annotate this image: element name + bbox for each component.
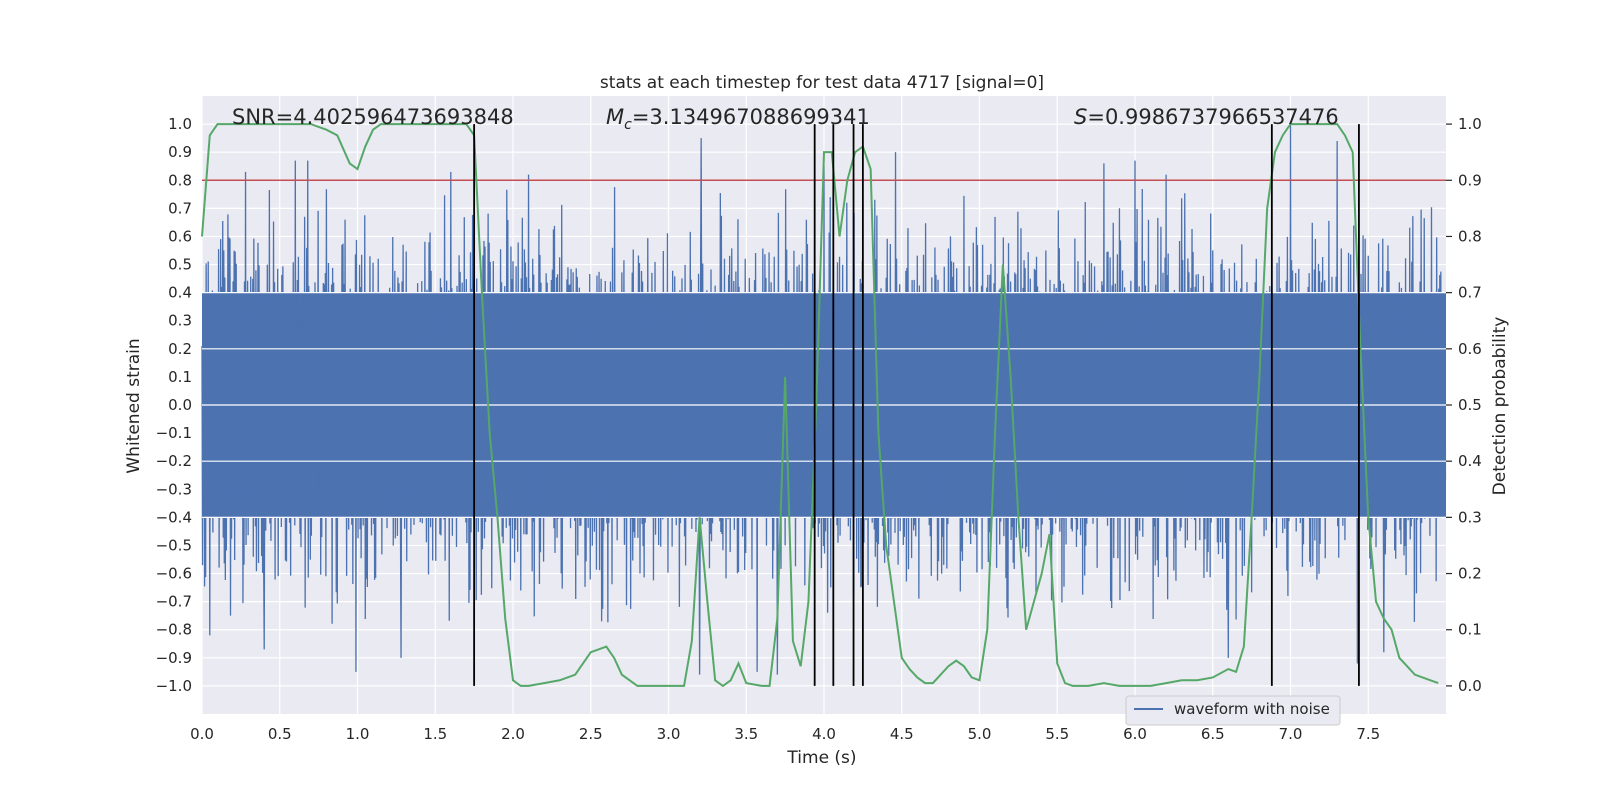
waveform-series [201,124,1447,675]
y-tick-label: −0.2 [156,452,192,470]
x-tick-label: 0.0 [190,725,214,743]
y-tick-label: 0.4 [168,284,192,302]
y-tick-label: 0.1 [168,368,192,386]
y-tick-label: −0.7 [156,593,192,611]
y-axis-label: Whitened strain [124,338,144,473]
y2-axis-ticks: 1.0 0.9 0.8 0.7 0.6 0.5 0.4 0.3 0.2 0.1 0.0 [1446,115,1482,695]
x-tick-label: 3.0 [657,725,681,743]
waveform-line [201,124,1447,675]
y-tick-label: 0.0 [168,396,192,414]
y-tick-label: −0.3 [156,480,192,498]
x-axis-ticks: 0.0 0.5 1.0 1.5 2.0 2.5 3.0 3.5 4.0 4.5 5.0 5.5 6.0 6… [190,725,1380,743]
x-axis-label: Time (s) [786,748,856,768]
y2-tick-label: 1.0 [1458,115,1482,133]
y-tick-label: 1.0 [168,115,192,133]
y2-tick-label: 0.5 [1458,396,1482,414]
y-tick-label: −0.6 [156,565,192,583]
s-annotation: S=0.9986737966537476 [1074,105,1339,129]
y-tick-label: −1.0 [156,677,192,695]
chart-title: stats at each timestep for test data 471… [600,73,1044,93]
y-tick-label: 0.5 [168,256,192,274]
x-tick-label: 1.5 [423,725,447,743]
x-tick-label: 2.5 [579,725,603,743]
y2-tick-label: 0.8 [1458,227,1482,245]
y-tick-label: −0.9 [156,649,192,667]
probability-series [201,123,1439,688]
x-tick-label: 3.5 [734,725,758,743]
y2-tick-label: 0.1 [1458,621,1482,639]
chirp-mass-value: =3.134967088699341 [632,105,870,129]
x-tick-label: 6.0 [1123,725,1147,743]
chirp-mass-annotation: Mc=3.134967088699341 [606,105,870,133]
y2-tick-label: 0.4 [1458,452,1482,470]
legend-box [1125,695,1341,726]
y-tick-label: 0.2 [168,340,192,358]
x-tick-label: 5.0 [968,725,992,743]
snr-annotation: SNR=4.402596473693848 [232,105,514,129]
x-tick-label: 5.5 [1045,725,1069,743]
x-tick-label: 1.0 [346,725,370,743]
legend: waveform with noise [1125,695,1341,726]
y-axis-ticks: 1.0 0.9 0.8 0.7 0.6 0.5 0.4 0.3 0.2 0.1 0.0 −0.1 −0.… [156,115,192,695]
y-tick-label: −0.8 [156,621,192,639]
y2-tick-label: 0.2 [1458,565,1482,583]
y-tick-label: 0.3 [168,312,192,330]
y-tick-label: 0.6 [168,227,192,245]
x-tick-label: 4.5 [890,725,914,743]
y-tick-label: −0.4 [156,508,192,526]
s-symbol: S [1074,105,1087,129]
y2-tick-label: 0.7 [1458,284,1482,302]
x-tick-label: 6.5 [1201,725,1225,743]
y-tick-label: 0.9 [168,143,192,161]
y2-tick-label: 0.9 [1458,171,1482,189]
y2-axis-label: Detection probability [1490,317,1510,496]
x-tick-label: 2.0 [501,725,525,743]
y2-tick-label: 0.3 [1458,508,1482,526]
s-value: =0.9986737966537476 [1087,105,1338,129]
probability-line [201,123,1439,688]
chirp-mass-symbol: M [606,105,624,129]
y-tick-label: −0.5 [156,536,192,554]
y-tick-label: −0.1 [156,424,192,442]
y2-tick-label: 0.0 [1458,677,1482,695]
x-tick-label: 7.0 [1279,725,1303,743]
x-tick-label: 7.5 [1356,725,1380,743]
legend-label: waveform with noise [1174,700,1330,718]
x-tick-label: 0.5 [268,725,292,743]
detection-vlines [473,124,1360,686]
y-tick-label: 0.8 [168,171,192,189]
y2-tick-label: 0.6 [1458,340,1482,358]
chirp-mass-subscript: c [624,117,632,133]
x-tick-label: 4.0 [812,725,836,743]
y-tick-label: 0.7 [168,199,192,217]
